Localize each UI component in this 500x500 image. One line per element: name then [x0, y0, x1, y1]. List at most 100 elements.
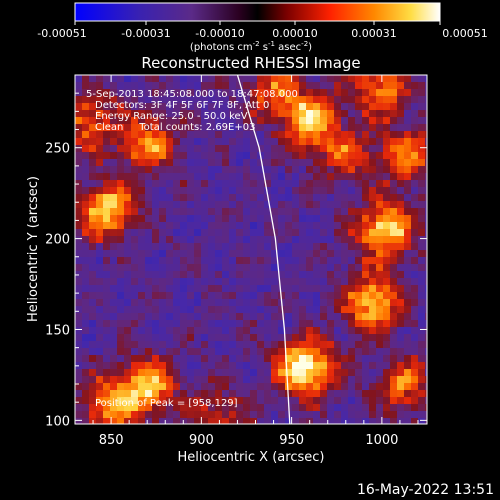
heatmap-cell: [278, 390, 286, 398]
heatmap-cell: [362, 362, 370, 370]
heatmap-cell: [390, 201, 398, 209]
heatmap-cell: [418, 390, 426, 398]
heatmap-cell: [425, 369, 427, 377]
heatmap-cell: [334, 110, 342, 118]
heatmap-cell: [75, 320, 83, 328]
heatmap-cell: [278, 236, 286, 244]
heatmap-cell: [208, 82, 216, 90]
heatmap-cell: [82, 292, 90, 300]
heatmap-cell: [222, 222, 230, 230]
heatmap-cell: [257, 362, 265, 370]
heatmap-cell: [131, 110, 139, 118]
heatmap-cell: [264, 152, 272, 160]
heatmap-cell: [348, 327, 356, 335]
heatmap-cell: [117, 355, 125, 363]
heatmap-cell: [215, 313, 223, 321]
heatmap-cell: [89, 89, 97, 97]
heatmap-cell: [243, 404, 251, 412]
heatmap-cell: [124, 124, 132, 132]
heatmap-cell: [250, 306, 258, 314]
heatmap-cell: [299, 201, 307, 209]
heatmap-cell: [194, 138, 202, 146]
heatmap-cell: [89, 383, 97, 391]
heatmap-cell: [250, 173, 258, 181]
heatmap-cell: [159, 159, 167, 167]
heatmap-cell: [334, 222, 342, 230]
heatmap-cell: [285, 285, 293, 293]
heatmap-cell: [348, 194, 356, 202]
heatmap-cell: [418, 215, 426, 223]
heatmap-cell: [250, 376, 258, 384]
heatmap-cell: [292, 306, 300, 314]
heatmap-cell: [292, 418, 300, 424]
heatmap-cell: [201, 264, 209, 272]
heatmap-cell: [376, 117, 384, 125]
heatmap-cell: [369, 110, 377, 118]
heatmap-cell: [103, 187, 111, 195]
heatmap-cell: [82, 355, 90, 363]
heatmap-cell: [222, 124, 230, 132]
heatmap-cell: [96, 96, 104, 104]
heatmap-cell: [334, 257, 342, 265]
heatmap-cell: [159, 271, 167, 279]
heatmap-cell: [194, 306, 202, 314]
heatmap-cell: [243, 117, 251, 125]
heatmap-cell: [82, 383, 90, 391]
heatmap-cell: [299, 180, 307, 188]
heatmap-cell: [327, 355, 335, 363]
heatmap-cell: [159, 334, 167, 342]
heatmap-cell: [257, 110, 265, 118]
heatmap-cell: [285, 355, 293, 363]
heatmap-cell: [159, 250, 167, 258]
heatmap-cell: [264, 334, 272, 342]
heatmap-cell: [75, 222, 83, 230]
heatmap-cell: [145, 390, 153, 398]
heatmap-cell: [131, 236, 139, 244]
heatmap-cell: [271, 383, 279, 391]
heatmap-cell: [292, 243, 300, 251]
heatmap-cell: [166, 194, 174, 202]
heatmap-cell: [327, 89, 335, 97]
heatmap-cell: [117, 362, 125, 370]
heatmap-cell: [82, 271, 90, 279]
heatmap-cell: [355, 334, 363, 342]
heatmap-cell: [110, 229, 118, 237]
heatmap-cell: [362, 320, 370, 328]
heatmap-cell: [110, 103, 118, 111]
heatmap-cell: [383, 320, 391, 328]
heatmap-cell: [348, 82, 356, 90]
heatmap-cell: [215, 75, 223, 83]
heatmap-cell: [236, 180, 244, 188]
heatmap-cell: [145, 152, 153, 160]
heatmap-cell: [145, 145, 153, 153]
heatmap-cell: [264, 285, 272, 293]
heatmap-cell: [264, 201, 272, 209]
heatmap-cell: [362, 229, 370, 237]
heatmap-cell: [257, 124, 265, 132]
heatmap-cell: [383, 376, 391, 384]
heatmap-cell: [383, 187, 391, 195]
heatmap-cell: [117, 110, 125, 118]
heatmap-cell: [145, 208, 153, 216]
heatmap-cell: [397, 117, 405, 125]
heatmap-cell: [278, 215, 286, 223]
colorbar-gradient: [74, 2, 441, 22]
heatmap-cell: [173, 159, 181, 167]
heatmap-cell: [299, 145, 307, 153]
heatmap-cell: [131, 320, 139, 328]
heatmap-cell: [334, 215, 342, 223]
heatmap-cell: [390, 362, 398, 370]
heatmap-cell: [131, 173, 139, 181]
heatmap-cell: [173, 229, 181, 237]
heatmap-cell: [341, 250, 349, 258]
heatmap-cell: [124, 348, 132, 356]
heatmap-cell: [418, 404, 426, 412]
heatmap-cell: [320, 397, 328, 405]
heatmap-cell: [124, 320, 132, 328]
heatmap-cell: [257, 89, 265, 97]
heatmap-cell: [145, 194, 153, 202]
heatmap-cell: [89, 278, 97, 286]
heatmap-cell: [369, 418, 377, 424]
heatmap-cell: [75, 250, 83, 258]
heatmap-cell: [131, 243, 139, 251]
